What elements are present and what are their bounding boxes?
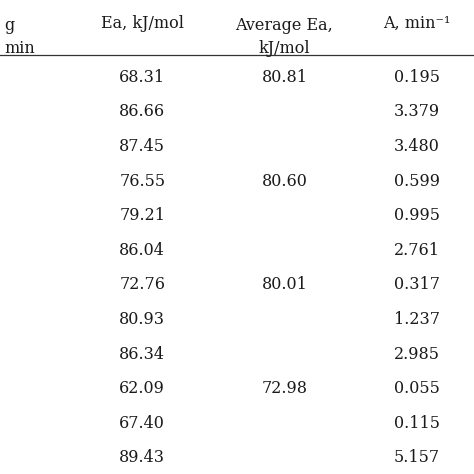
Text: 86.34: 86.34 (119, 346, 165, 363)
Text: 80.81: 80.81 (261, 69, 308, 86)
Text: 87.45: 87.45 (119, 138, 165, 155)
Text: kJ/mol: kJ/mol (259, 40, 310, 57)
Text: 62.09: 62.09 (119, 380, 165, 397)
Text: 67.40: 67.40 (119, 415, 165, 432)
Text: 80.93: 80.93 (119, 311, 165, 328)
Text: 2.761: 2.761 (394, 242, 440, 259)
Text: 68.31: 68.31 (119, 69, 165, 86)
Text: 0.055: 0.055 (394, 380, 440, 397)
Text: Average Ea,: Average Ea, (236, 17, 333, 34)
Text: 3.379: 3.379 (394, 103, 440, 120)
Text: 80.60: 80.60 (262, 173, 307, 190)
Text: 89.43: 89.43 (119, 449, 165, 466)
Text: A, min⁻¹: A, min⁻¹ (383, 15, 451, 32)
Text: 80.01: 80.01 (262, 276, 307, 293)
Text: 0.599: 0.599 (394, 173, 440, 190)
Text: 79.21: 79.21 (119, 207, 165, 224)
Text: Ea, kJ/mol: Ea, kJ/mol (100, 15, 184, 32)
Text: 72.76: 72.76 (119, 276, 165, 293)
Text: 86.04: 86.04 (119, 242, 165, 259)
Text: 0.317: 0.317 (394, 276, 440, 293)
Text: 5.157: 5.157 (394, 449, 440, 466)
Text: 0.115: 0.115 (394, 415, 440, 432)
Text: 0.995: 0.995 (394, 207, 440, 224)
Text: min: min (5, 40, 36, 57)
Text: 86.66: 86.66 (119, 103, 165, 120)
Text: g: g (5, 17, 15, 34)
Text: 0.195: 0.195 (394, 69, 440, 86)
Text: 76.55: 76.55 (119, 173, 165, 190)
Text: 2.985: 2.985 (394, 346, 440, 363)
Text: 3.480: 3.480 (394, 138, 440, 155)
Text: 72.98: 72.98 (261, 380, 308, 397)
Text: 1.237: 1.237 (394, 311, 440, 328)
